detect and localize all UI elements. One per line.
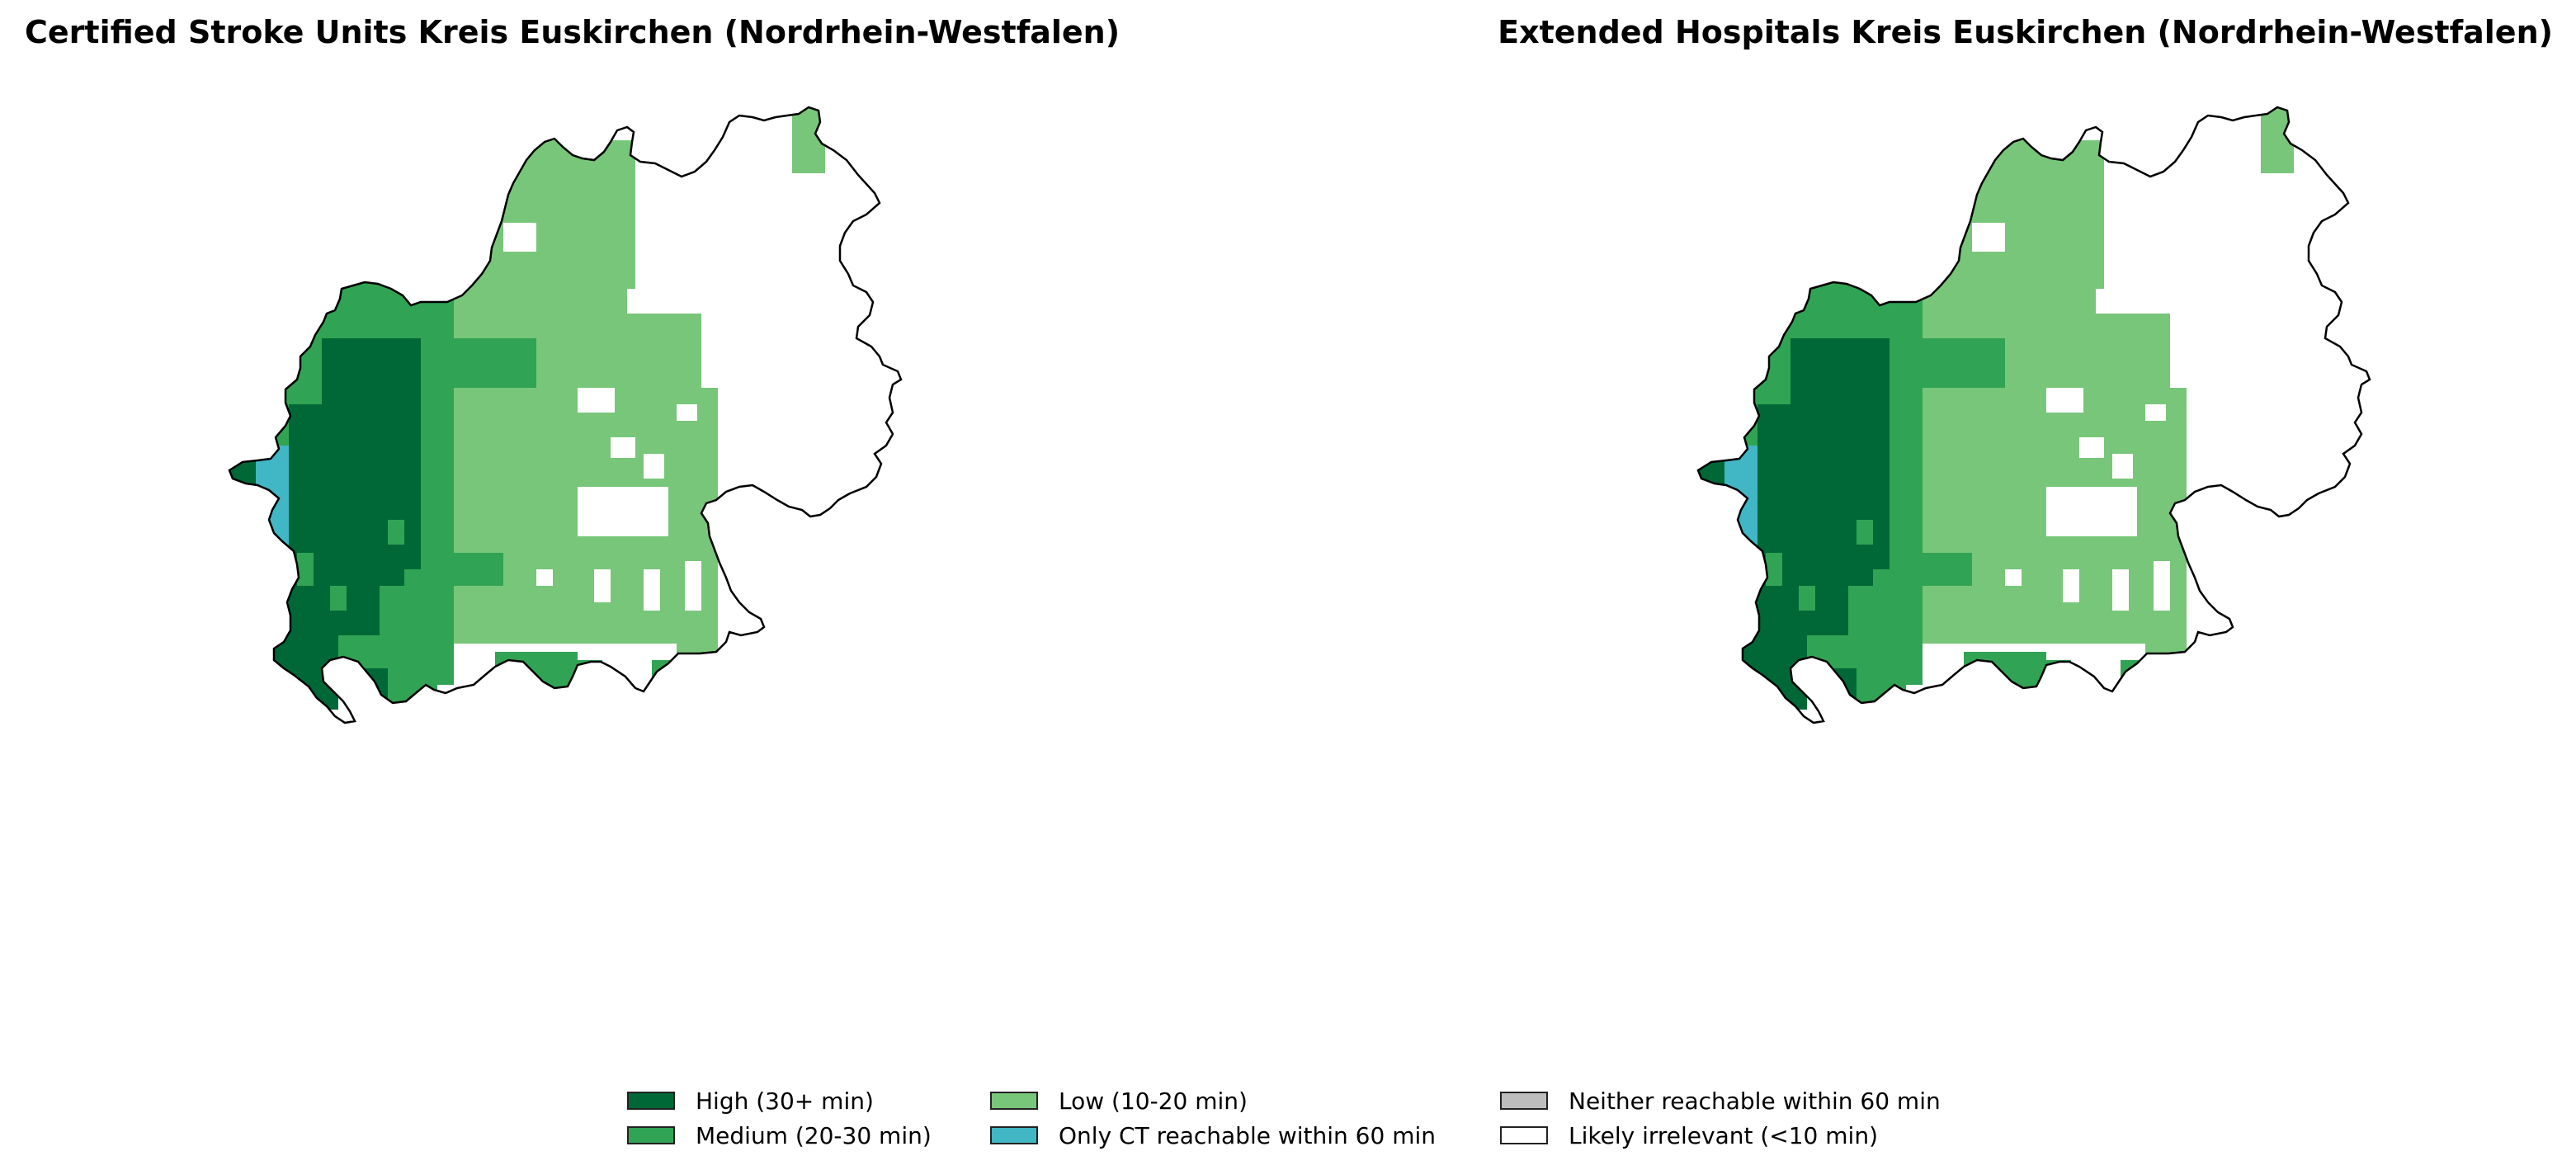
legend-label-medium: Medium (20-30 min) [696,1122,932,1149]
legend-label-irrelevant: Likely irrelevant (<10 min) [1569,1122,1878,1149]
legend-label-high: High (30+ min) [696,1087,874,1115]
right-map [1696,106,2371,724]
legend-swatch-neither [1500,1092,1548,1110]
legend-swatch-high [627,1092,675,1110]
left-map-title: Certified Stroke Units Kreis Euskirchen … [25,14,1121,50]
legend-swatch-irrelevant [1500,1126,1548,1144]
left-map-cells [229,107,901,723]
legend-label-ct-only: Only CT reachable within 60 min [1059,1122,1437,1149]
legend-swatch-ct-only [990,1126,1038,1144]
right-map-title: Extended Hospitals Kreis Euskirchen (Nor… [1498,14,2553,50]
right-map-cells [1698,107,2370,723]
left-map [228,106,903,724]
legend-swatch-low [990,1092,1038,1110]
legend-label-neither: Neither reachable within 60 min [1569,1087,1941,1115]
legend-swatch-medium [627,1126,675,1144]
legend-label-low: Low (10-20 min) [1059,1087,1248,1115]
